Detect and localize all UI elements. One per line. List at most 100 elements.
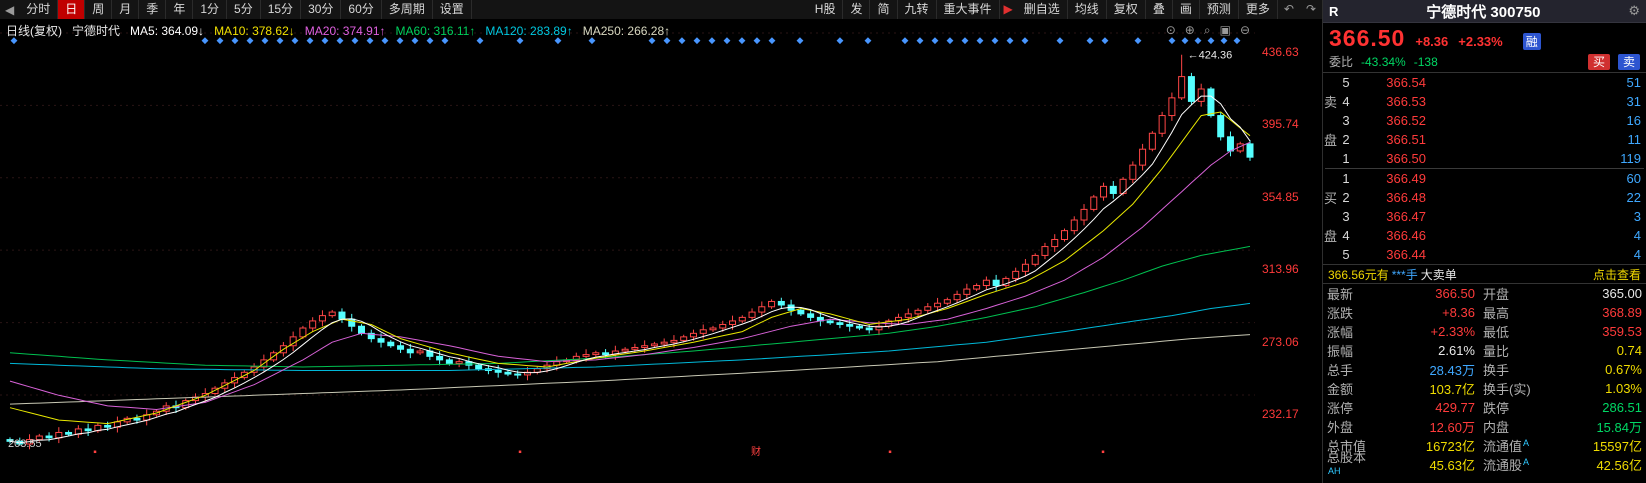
event-diamond-icon[interactable]: ◆ xyxy=(367,35,374,45)
candle[interactable] xyxy=(768,299,776,309)
candle[interactable] xyxy=(1187,72,1195,106)
big-order-alert[interactable]: 366.56元有 ***手 大卖单 点击查看 xyxy=(1323,264,1646,284)
candle[interactable] xyxy=(55,427,63,444)
sell-button[interactable]: 卖 xyxy=(1617,53,1640,70)
candle[interactable] xyxy=(328,309,336,318)
candle[interactable] xyxy=(1197,83,1205,107)
candle[interactable] xyxy=(1148,131,1156,152)
candle[interactable] xyxy=(680,334,688,343)
candle[interactable] xyxy=(1002,276,1010,288)
event-diamond-icon[interactable]: ◆ xyxy=(932,35,939,45)
candle[interactable] xyxy=(1031,253,1039,267)
candle[interactable] xyxy=(367,329,375,343)
ask-row[interactable]: 3 366.52 16 xyxy=(1338,111,1646,130)
event-diamond-icon[interactable]: ◆ xyxy=(679,35,686,45)
event-diamond-icon[interactable]: ◆ xyxy=(1169,35,1176,45)
bid-row[interactable]: 1 366.49 60 xyxy=(1338,169,1646,188)
toolbar-action-item[interactable]: 预测 xyxy=(1200,0,1239,19)
candle[interactable] xyxy=(1158,111,1166,137)
bid-row[interactable]: 2 366.48 22 xyxy=(1338,188,1646,207)
alert-view-link[interactable]: 点击查看 xyxy=(1592,267,1641,282)
toolbar-action-item[interactable]: 发 xyxy=(843,0,871,19)
toolbar-action-item[interactable]: 叠 xyxy=(1146,0,1173,19)
candle[interactable] xyxy=(533,366,541,375)
candle[interactable] xyxy=(1051,234,1059,252)
candle[interactable] xyxy=(1100,182,1108,201)
candle[interactable] xyxy=(982,276,990,290)
candle[interactable] xyxy=(973,283,981,292)
zoom-out-icon[interactable]: ⊖ xyxy=(1239,23,1250,37)
ask-row[interactable]: 1 366.50 119 xyxy=(1338,149,1646,168)
candle[interactable] xyxy=(1070,216,1078,235)
event-diamond-icon[interactable]: ◆ xyxy=(694,35,701,45)
candle[interactable] xyxy=(758,301,766,318)
candle[interactable] xyxy=(709,325,717,332)
event-marker[interactable]: ▪ xyxy=(518,447,522,458)
candle[interactable] xyxy=(924,303,932,315)
event-diamond-icon[interactable]: ◆ xyxy=(739,35,746,45)
candle[interactable] xyxy=(1207,86,1215,118)
carousel-icon[interactable]: ▶ xyxy=(1003,2,1013,16)
candle[interactable] xyxy=(963,283,971,300)
candle[interactable] xyxy=(1080,204,1088,226)
candle[interactable] xyxy=(1178,54,1186,100)
candle[interactable] xyxy=(1129,161,1137,184)
buy-button[interactable]: 买 xyxy=(1587,53,1610,70)
candle[interactable] xyxy=(689,329,697,341)
panel-icon[interactable]: ▣ xyxy=(1219,23,1231,37)
candle[interactable] xyxy=(1021,258,1029,277)
event-marker[interactable]: ▪ xyxy=(888,447,892,458)
candle[interactable] xyxy=(1246,140,1254,161)
event-diamond-icon[interactable]: ◆ xyxy=(1234,35,1241,45)
candle[interactable] xyxy=(1041,242,1049,260)
toolbar-period-item[interactable]: 60分 xyxy=(341,0,382,19)
event-diamond-icon[interactable]: ◆ xyxy=(724,35,731,45)
event-marker[interactable]: 财 xyxy=(751,445,761,458)
toolbar-action-item[interactable]: 重大事件 xyxy=(937,0,1000,19)
event-diamond-icon[interactable]: ◆ xyxy=(1087,35,1094,45)
event-diamond-icon[interactable]: ◆ xyxy=(754,35,761,45)
event-diamond-icon[interactable]: ◆ xyxy=(664,35,671,45)
toolbar-period-item[interactable]: 1分 xyxy=(193,0,228,19)
event-diamond-icon[interactable]: ◆ xyxy=(517,35,524,45)
event-diamond-icon[interactable]: ◆ xyxy=(962,35,969,45)
event-diamond-icon[interactable]: ◆ xyxy=(427,35,434,45)
ask-row[interactable]: 4 366.53 31 xyxy=(1338,92,1646,111)
candle[interactable] xyxy=(348,313,356,332)
candle[interactable] xyxy=(406,343,414,359)
event-diamond-icon[interactable]: ◆ xyxy=(992,35,999,45)
event-diamond-icon[interactable]: ◆ xyxy=(217,35,224,45)
event-diamond-icon[interactable]: ◆ xyxy=(769,35,776,45)
toolbar-action-item[interactable]: 复权 xyxy=(1107,0,1146,19)
candle[interactable] xyxy=(65,430,73,437)
event-diamond-icon[interactable]: ◆ xyxy=(307,35,314,45)
candle[interactable] xyxy=(943,297,951,306)
toolbar-period-item[interactable]: 设置 xyxy=(433,0,472,19)
event-diamond-icon[interactable]: ◆ xyxy=(1221,35,1228,45)
event-diamond-icon[interactable]: ◆ xyxy=(1135,35,1142,45)
event-diamond-icon[interactable]: ◆ xyxy=(837,35,844,45)
toolbar-period-item[interactable]: 日 xyxy=(58,0,86,19)
candle[interactable] xyxy=(318,310,326,327)
event-diamond-icon[interactable]: ◆ xyxy=(555,35,562,45)
candle[interactable] xyxy=(592,350,600,357)
candle[interactable] xyxy=(84,423,92,437)
candle[interactable] xyxy=(904,308,912,323)
event-diamond-icon[interactable]: ◆ xyxy=(247,35,254,45)
event-diamond-icon[interactable]: ◆ xyxy=(412,35,419,45)
event-diamond-icon[interactable]: ◆ xyxy=(589,35,596,45)
event-diamond-icon[interactable]: ◆ xyxy=(1208,35,1215,45)
event-diamond-icon[interactable]: ◆ xyxy=(1022,35,1029,45)
bid-row[interactable]: 5 366.44 4 xyxy=(1338,245,1646,264)
event-diamond-icon[interactable]: ◆ xyxy=(649,35,656,45)
candle[interactable] xyxy=(289,331,297,352)
event-diamond-icon[interactable]: ◆ xyxy=(977,35,984,45)
candle[interactable] xyxy=(211,386,219,396)
candle[interactable] xyxy=(953,290,961,304)
candle[interactable] xyxy=(650,341,658,348)
candle[interactable] xyxy=(1217,111,1225,141)
candle[interactable] xyxy=(455,357,463,368)
toolbar-period-item[interactable]: 30分 xyxy=(301,0,342,19)
candle[interactable] xyxy=(465,356,473,371)
period-label[interactable]: 日线(复权) xyxy=(6,24,62,38)
